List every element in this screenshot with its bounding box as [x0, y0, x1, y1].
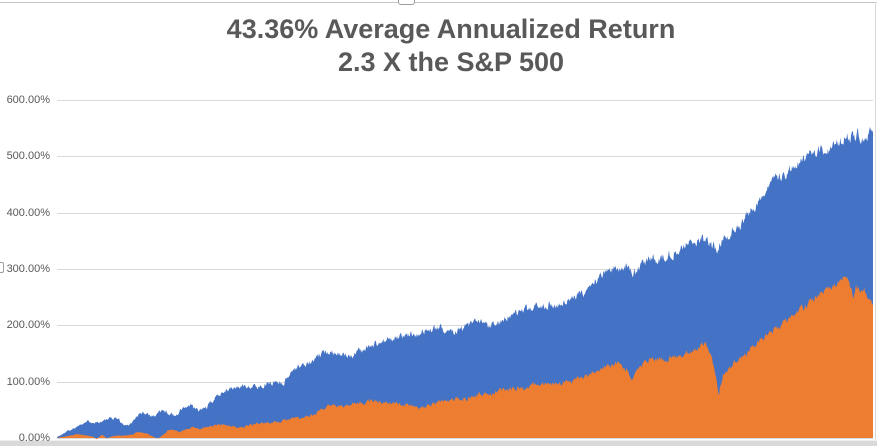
orange-area-series: [57, 276, 873, 440]
chart-resize-handle-top[interactable]: [398, 0, 415, 5]
chart-title-line2: 2.3 X the S&P 500: [337, 47, 565, 77]
gridline-500: [57, 156, 873, 157]
y-axis-label-200: 200.00%: [6, 319, 50, 331]
gridline-600: [57, 100, 873, 101]
chart-title: 43.36% Average Annualized Return 2.3 X t…: [25, 13, 877, 79]
gridline-300: [57, 269, 873, 270]
chart-border-right: [875, 2, 876, 446]
chart-title-line1: 43.36% Average Annualized Return: [226, 14, 676, 44]
chart-resize-handle-left[interactable]: [0, 262, 4, 273]
y-axis-label-600: 600.00%: [6, 94, 50, 106]
y-axis-label-300: 300.00%: [6, 263, 50, 275]
gridline-0: [57, 438, 873, 439]
y-axis-label-100: 100.00%: [6, 376, 50, 388]
y-axis-label-400: 400.00%: [6, 207, 50, 219]
y-axis-label-500: 500.00%: [6, 150, 50, 162]
y-axis-label-0: 0.00%: [18, 432, 50, 444]
chart-bottom-edge: [0, 440, 877, 446]
gridline-400: [57, 213, 873, 214]
chart-border-top: [0, 2, 877, 3]
